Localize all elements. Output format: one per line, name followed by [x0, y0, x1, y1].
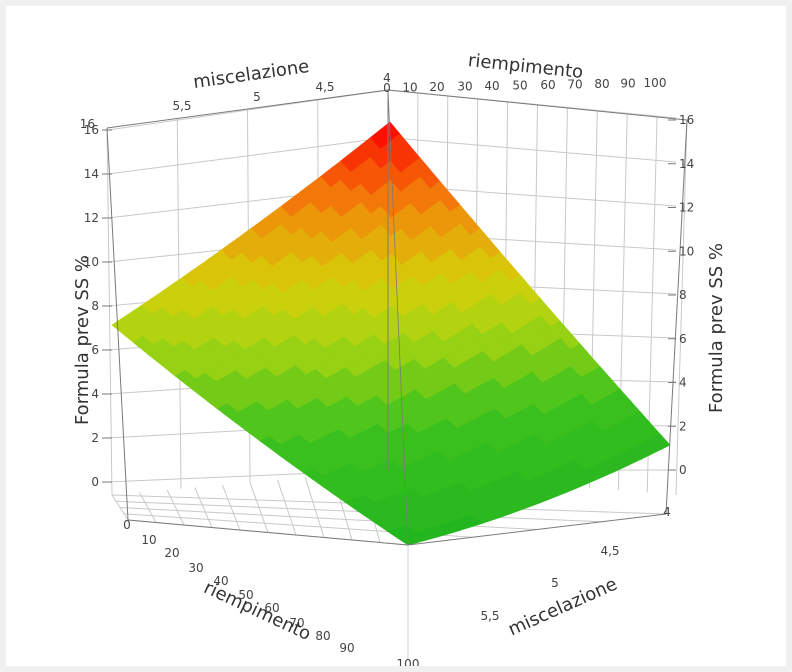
z-tick-label-right: 4 — [679, 376, 687, 390]
surface-plot: 0 0 2 2 4 4 6 6 8 8 10 10 12 12 14 14 16 16 0 10 20 30 40 50 60 7… — [6, 6, 786, 666]
x-tick-label-front: 70 — [289, 616, 304, 630]
frame-edge — [106, 89, 389, 129]
x-tick-label-top: 60 — [540, 78, 555, 92]
x-tick-label-top: 10 — [402, 81, 417, 95]
z-tick-label-right: 0 — [679, 463, 687, 477]
z-tick-label-right: 16 — [679, 113, 694, 127]
x-tick-label-top: 30 — [457, 80, 472, 94]
x-tick-label-front: 20 — [164, 546, 179, 560]
floor-grid-line — [166, 489, 185, 526]
x-tick-label-top: 90 — [620, 77, 635, 91]
y-tick-label-top: 4,5 — [315, 80, 334, 94]
wall-grid-line — [107, 137, 389, 175]
x-tick-label-front: 30 — [188, 561, 203, 575]
z-tick-label-right: 8 — [679, 288, 687, 302]
z-tick-label-right: 6 — [679, 332, 687, 346]
y-axis-title-front: miscelazione — [505, 574, 620, 641]
x-tick-label-top: 40 — [484, 79, 499, 93]
z-tick-label-left: 4 — [91, 387, 99, 401]
y-tick-label-top: 4 — [383, 71, 391, 85]
x-tick-label-front: 10 — [141, 533, 156, 547]
y-tick-label-front: 4 — [663, 505, 671, 519]
z-tick-label-left: 6 — [91, 343, 99, 357]
y-tick-label-front: 4,5 — [600, 544, 619, 558]
z-tick-label-right: 10 — [679, 244, 694, 258]
frame-edge — [665, 119, 688, 515]
y-tick-label-top: 5 — [253, 90, 261, 104]
x-tick-label-top: 20 — [429, 80, 444, 94]
z-axis-title-right: Formula prev SS % — [706, 243, 727, 413]
frame-edge — [407, 513, 667, 546]
z-tick-label-left: 8 — [91, 299, 99, 313]
x-tick-label-front: 100 — [397, 657, 420, 666]
frame-edge — [387, 89, 688, 121]
frame-edge — [127, 519, 409, 546]
x-axis-title-front: riempimento — [201, 577, 315, 645]
z-tick-label-left: 2 — [91, 431, 99, 445]
z-tick-label-left: 0 — [91, 475, 99, 489]
floor-grid-line — [139, 492, 157, 523]
z-tick-label-left: 12 — [84, 211, 99, 225]
response-surface — [111, 121, 671, 546]
z-tick-label-left: 14 — [84, 167, 99, 181]
z-tick-label-right: 14 — [679, 157, 694, 171]
wall-grid-line — [387, 137, 677, 163]
z-tick-label-right: 12 — [679, 201, 694, 215]
y-tick-label-top: 5,5 — [172, 99, 191, 113]
frame-edge — [106, 127, 129, 521]
x-tick-label-top: 70 — [567, 78, 582, 92]
wall-grid-line — [106, 127, 113, 496]
x-tick-label-front: 0 — [123, 518, 131, 532]
x-tick-label-front: 90 — [339, 641, 354, 655]
floor-grid-line — [221, 484, 241, 531]
z-axis-title-left: Formula prev SS % — [72, 255, 93, 425]
y-tick-label-front: 5,5 — [480, 609, 499, 623]
x-tick-label-top: 50 — [512, 79, 527, 93]
y-tick-label-front: 5 — [551, 576, 559, 590]
frame-edge — [387, 89, 409, 546]
x-tick-label-front: 80 — [315, 629, 330, 643]
z-tick-label-left: 10 — [84, 255, 99, 269]
wall-grid-line — [675, 119, 688, 496]
x-tick-label-front: 60 — [264, 601, 279, 615]
floor-grid-line — [304, 477, 325, 538]
x-tick-label-top: 80 — [594, 77, 609, 91]
x-tick-label-top: 100 — [644, 76, 667, 90]
y-axis-title-top: miscelazione — [192, 56, 311, 93]
x-tick-label-front: 50 — [238, 588, 253, 602]
x-tick-label-front: 40 — [213, 574, 228, 588]
z-tick-label-right: 2 — [679, 419, 687, 433]
floor-grid-line — [194, 487, 213, 528]
x-tick-label-top: 0 — [383, 81, 391, 95]
z-tick-label-left: 16 — [84, 123, 99, 137]
z-corner-label: 16 — [80, 117, 95, 131]
floor-grid-line — [277, 479, 297, 536]
